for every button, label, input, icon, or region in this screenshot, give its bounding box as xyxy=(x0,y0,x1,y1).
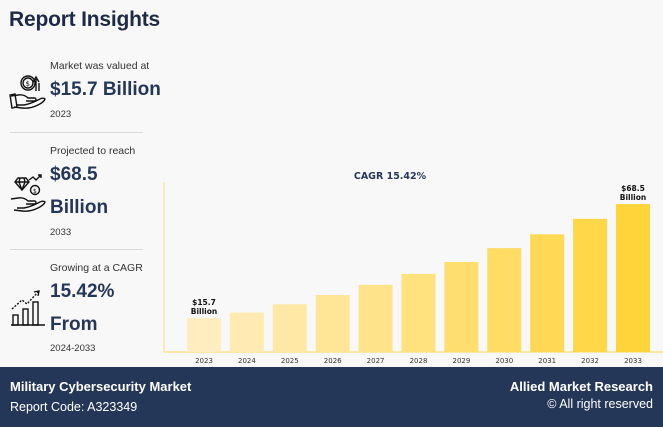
divider xyxy=(10,249,143,250)
market-bar-chart: CAGR 15.42% 2023 $15.7 Billion 2024 2025 2026… xyxy=(163,160,663,365)
copyright: © All right reserved xyxy=(547,397,653,411)
x-tick-label: 2029 xyxy=(452,357,470,365)
x-tick-label: 2024 xyxy=(238,357,256,365)
bar-2030 xyxy=(487,248,522,352)
x-tick-label: 2033 xyxy=(624,357,642,365)
svg-text:$: $ xyxy=(26,80,30,88)
bar-2033 xyxy=(616,204,650,352)
insight-value: $15.7 Billion xyxy=(50,79,161,100)
bar-growth-icon xyxy=(8,287,48,327)
insight-label: Projected to reach xyxy=(50,145,136,157)
page-title: Report Insights xyxy=(9,8,161,31)
insight-projected-value: $ Projected to reach $68.5 Billion 2033 xyxy=(0,140,150,245)
insight-market-value: $ Market was valued at $15.7 Billion 202… xyxy=(0,55,161,130)
bar-2024 xyxy=(229,312,264,352)
x-tick-label: 2026 xyxy=(324,357,342,365)
bar-2031 xyxy=(530,234,565,352)
svg-text:$: $ xyxy=(33,188,37,195)
data-label: Billion xyxy=(191,307,218,316)
insight-year: 2023 xyxy=(50,109,72,120)
data-label: $68.5 xyxy=(621,184,645,193)
insight-value-rate: 15.42% xyxy=(50,281,115,302)
brand-name: Allied Market Research xyxy=(509,379,653,394)
insight-value-from: From xyxy=(50,314,98,335)
report-code: Report Code: A323349 xyxy=(10,400,138,414)
data-label: $15.7 xyxy=(192,298,216,307)
bar-2026 xyxy=(315,295,350,352)
footer: Military Cybersecurity Market Report Cod… xyxy=(0,367,663,427)
market-name: Military Cybersecurity Market xyxy=(10,379,192,394)
bar-2027 xyxy=(358,284,393,352)
diamond-hand-icon: $ xyxy=(8,173,48,213)
insight-label: Growing at a CAGR xyxy=(50,262,143,274)
insight-period: 2024-2033 xyxy=(50,343,96,354)
x-tick-label: 2025 xyxy=(281,357,299,365)
data-label: Billion xyxy=(620,193,647,202)
bar-2023 xyxy=(187,318,221,352)
bar-2028 xyxy=(401,273,436,352)
bar-2025 xyxy=(272,304,307,352)
insight-year: 2033 xyxy=(50,227,72,238)
bar-2029 xyxy=(444,261,479,352)
x-tick-label: 2031 xyxy=(538,357,556,365)
chart-title: CAGR 15.42% xyxy=(354,171,427,182)
insight-value-amount: $68.5 xyxy=(50,164,98,185)
x-tick-label: 2030 xyxy=(495,357,513,365)
money-hand-growth-icon: $ xyxy=(8,71,48,111)
x-tick-label: 2027 xyxy=(367,357,385,365)
insight-cagr: Growing at a CAGR 15.42% From 2024-2033 xyxy=(0,257,150,365)
insight-label: Market was valued at xyxy=(50,60,150,72)
bar-2032 xyxy=(573,218,608,352)
x-tick-label: 2023 xyxy=(195,357,213,365)
x-tick-label: 2028 xyxy=(410,357,428,365)
insight-value-unit: Billion xyxy=(50,197,109,218)
x-tick-label: 2032 xyxy=(581,357,599,365)
divider xyxy=(10,132,143,133)
